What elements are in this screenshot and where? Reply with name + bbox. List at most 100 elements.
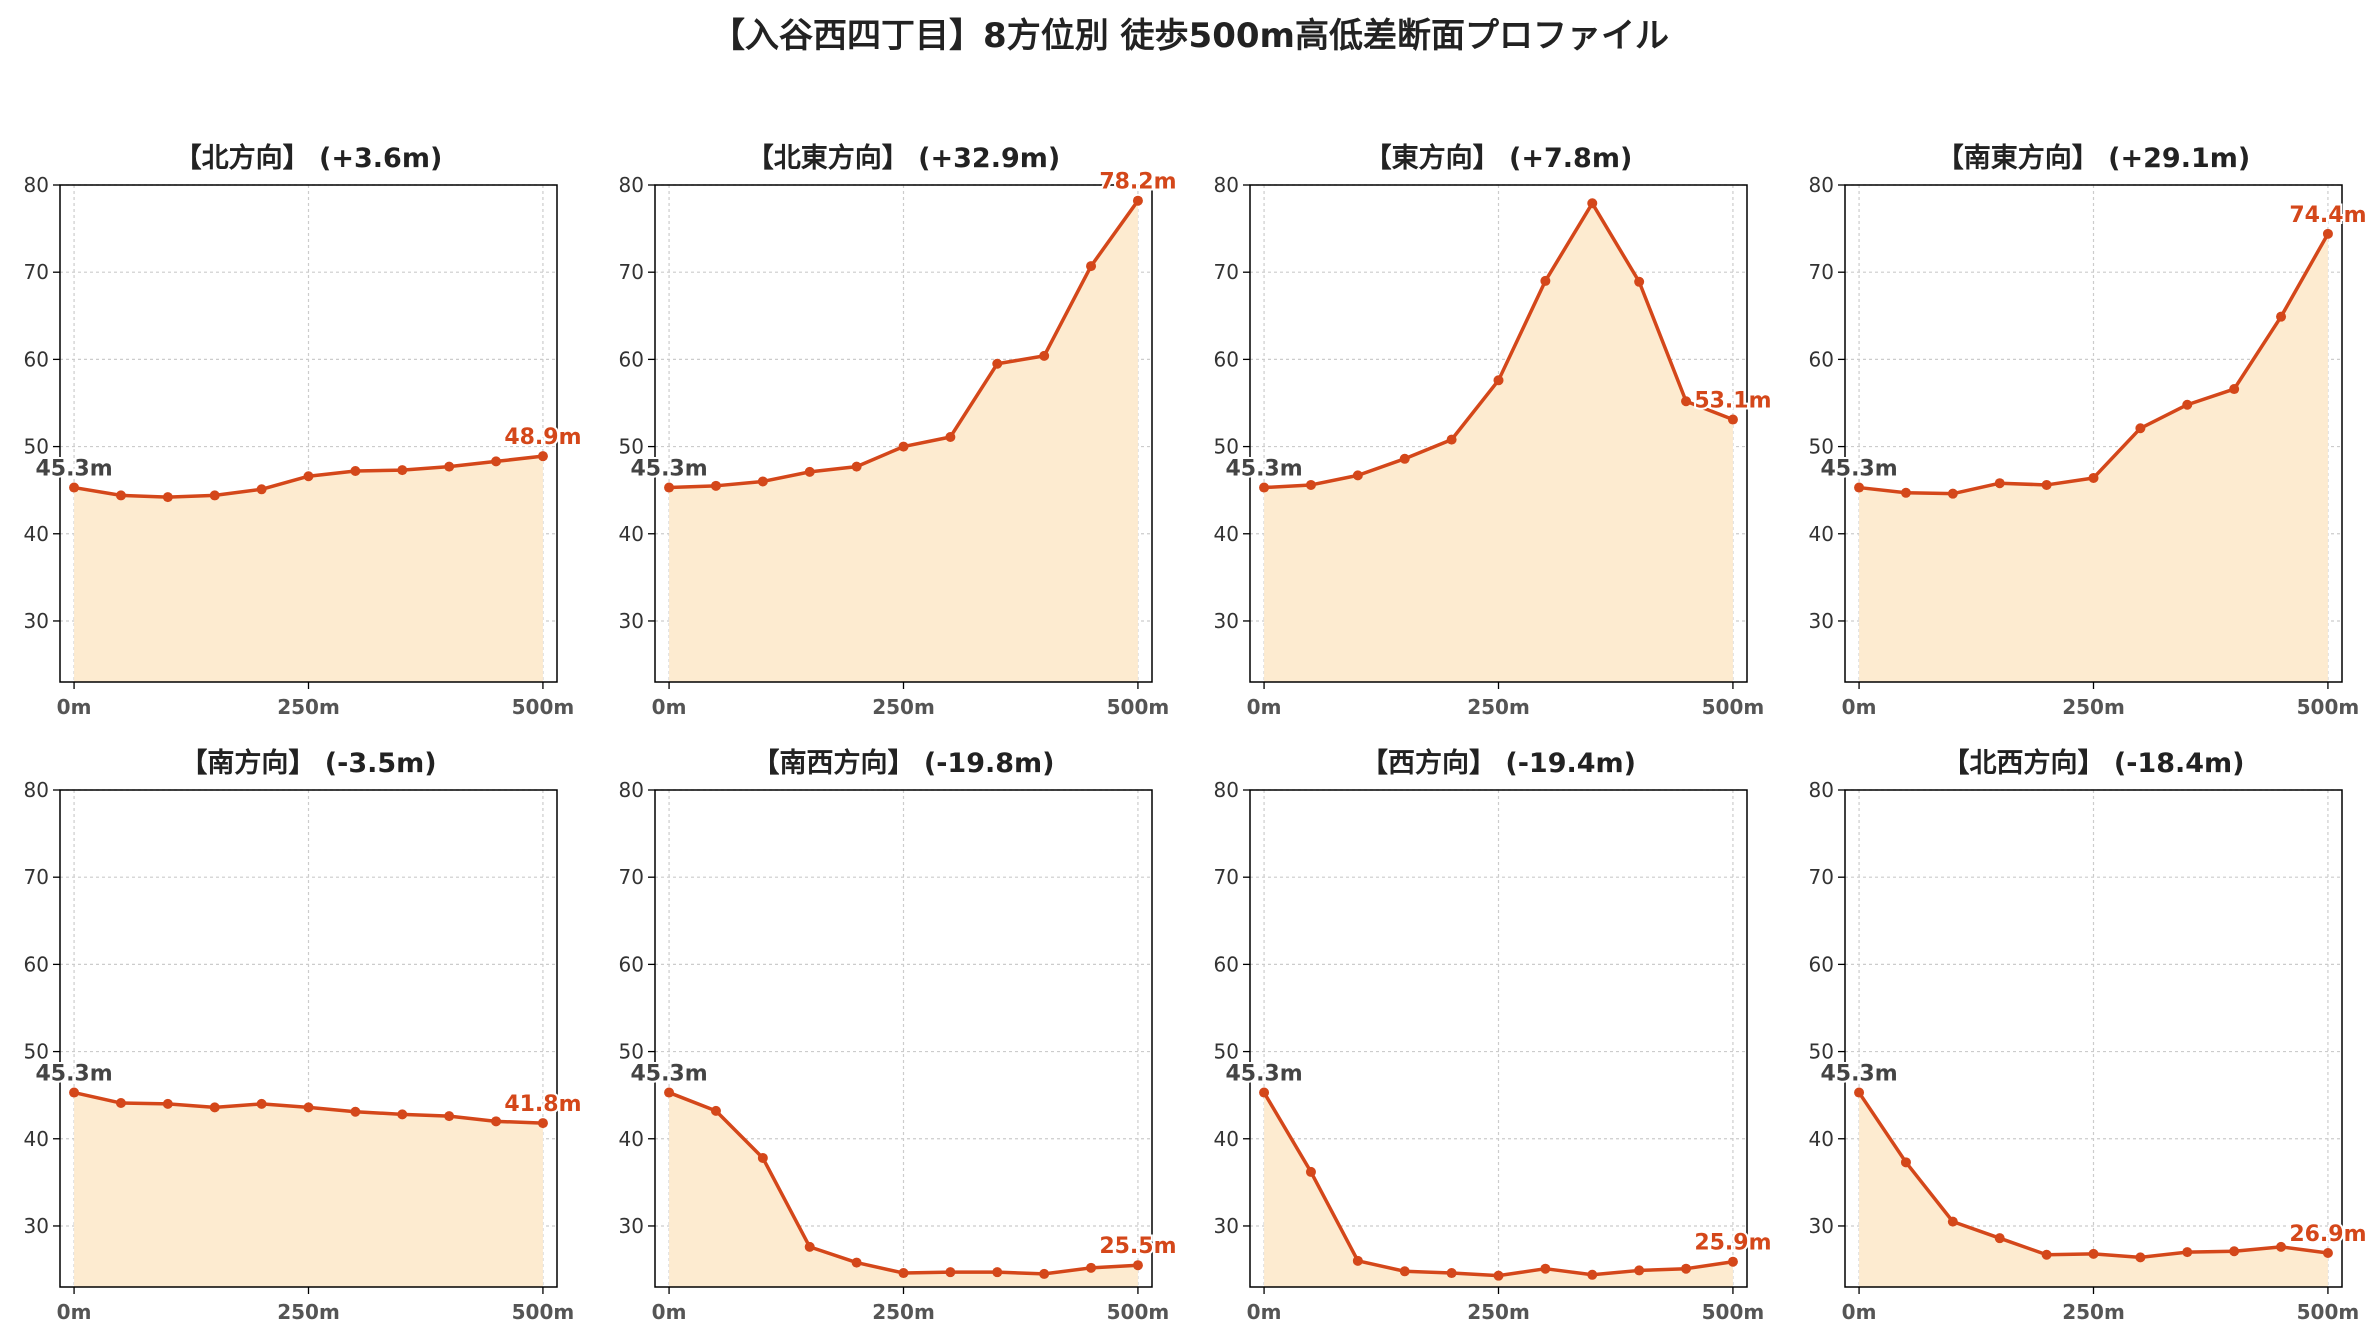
data-point [2182, 1247, 2193, 1258]
data-point [1947, 488, 1958, 499]
data-point [1086, 1262, 1097, 1273]
y-tick-label: 60 [24, 952, 49, 976]
data-point [1634, 1265, 1645, 1276]
data-point [1259, 1087, 1270, 1098]
data-point [1994, 1233, 2005, 1244]
data-point [537, 451, 548, 462]
x-tick-label: 0m [1842, 1300, 1877, 1324]
data-point [1086, 261, 1097, 272]
x-tick-label: 500m [512, 695, 575, 719]
y-tick-label: 70 [619, 260, 644, 284]
y-tick-label: 30 [619, 609, 644, 633]
data-point [303, 471, 314, 482]
y-tick-label: 30 [1809, 609, 1834, 633]
start-elevation-label: 45.3m [1225, 457, 1302, 482]
data-point [69, 1087, 80, 1098]
data-point [1947, 1216, 1958, 1227]
data-point [2276, 1241, 2287, 1252]
y-tick-label: 60 [1214, 952, 1239, 976]
panel-title: 【北東方向】 (+32.9m) [747, 142, 1060, 174]
x-tick-label: 500m [512, 1300, 575, 1324]
x-tick-label: 250m [1467, 695, 1530, 719]
panel-3: 【南東方向】 (+29.1m) 30 40 50 60 70 80 0m 250m 500m 45.… [1809, 142, 2369, 719]
data-point [757, 1152, 768, 1163]
data-point [209, 1102, 220, 1113]
data-point [1446, 1268, 1457, 1279]
data-point [397, 1109, 408, 1120]
y-tick-label: 70 [24, 260, 49, 284]
y-tick-label: 60 [1214, 347, 1239, 371]
y-tick-label: 40 [619, 1127, 644, 1151]
data-point [664, 1087, 675, 1098]
data-point [1900, 1157, 1911, 1168]
data-point [69, 482, 80, 493]
start-elevation-label: 45.3m [1820, 1062, 1897, 1087]
data-point [2088, 1248, 2099, 1259]
y-tick-label: 60 [619, 347, 644, 371]
data-point [537, 1118, 548, 1129]
area-fill [669, 1092, 1138, 1287]
data-point [757, 476, 768, 487]
y-tick-label: 80 [1214, 173, 1239, 197]
y-tick-label: 70 [1809, 865, 1834, 889]
y-tick-label: 60 [1809, 952, 1834, 976]
y-tick-label: 50 [1809, 435, 1834, 459]
data-point [256, 1098, 267, 1109]
area-fill [74, 1092, 543, 1287]
y-tick-label: 30 [1214, 1214, 1239, 1238]
y-tick-label: 30 [619, 1214, 644, 1238]
data-point [710, 1105, 721, 1116]
y-tick-label: 50 [1214, 1040, 1239, 1064]
y-tick-label: 70 [1214, 260, 1239, 284]
data-point [1900, 487, 1911, 498]
data-point [2135, 1252, 2146, 1263]
y-tick-label: 60 [1809, 347, 1834, 371]
data-point [2135, 423, 2146, 434]
y-tick-label: 50 [1809, 1040, 1834, 1064]
data-point [397, 465, 408, 476]
data-point [1587, 1269, 1598, 1280]
data-point [1352, 1255, 1363, 1266]
panel-7: 【北西方向】 (-18.4m) 30 40 50 60 70 80 0m 250m 500m 45.… [1809, 747, 2369, 1324]
x-tick-label: 250m [872, 695, 935, 719]
y-tick-label: 30 [1214, 609, 1239, 633]
data-point [1305, 1166, 1316, 1177]
data-point [1587, 198, 1598, 209]
x-tick-label: 500m [2297, 1300, 2360, 1324]
data-point [1727, 414, 1738, 425]
data-point [945, 431, 956, 442]
x-tick-label: 0m [57, 1300, 92, 1324]
panel-title: 【北西方向】 (-18.4m) [1942, 747, 2244, 779]
y-tick-label: 70 [24, 865, 49, 889]
x-tick-label: 500m [2297, 695, 2360, 719]
data-point [1854, 482, 1865, 493]
data-point [1994, 478, 2005, 489]
end-elevation-label: 48.9m [504, 425, 581, 450]
y-tick-label: 50 [619, 435, 644, 459]
end-elevation-label: 78.2m [1099, 170, 1176, 195]
y-tick-label: 50 [1214, 435, 1239, 459]
data-point [350, 1106, 361, 1117]
x-tick-label: 0m [57, 695, 92, 719]
data-point [303, 1102, 314, 1113]
data-point [2182, 399, 2193, 410]
data-point [1493, 1270, 1504, 1281]
data-point [664, 482, 675, 493]
data-point [162, 492, 173, 503]
y-tick-label: 70 [1809, 260, 1834, 284]
y-tick-label: 80 [1809, 173, 1834, 197]
data-point [804, 466, 815, 477]
y-tick-label: 80 [24, 778, 49, 802]
data-point [1681, 396, 1692, 407]
data-point [209, 490, 220, 501]
panel-4: 【南方向】 (-3.5m) 30 40 50 60 70 80 0m 250m 500m 45.3m… [24, 747, 584, 1324]
y-tick-label: 70 [1214, 865, 1239, 889]
start-elevation-label: 45.3m [630, 1062, 707, 1087]
x-tick-label: 0m [1247, 695, 1282, 719]
data-point [2041, 1249, 2052, 1260]
y-tick-label: 80 [619, 173, 644, 197]
data-point [1399, 1266, 1410, 1277]
data-point [1305, 479, 1316, 490]
